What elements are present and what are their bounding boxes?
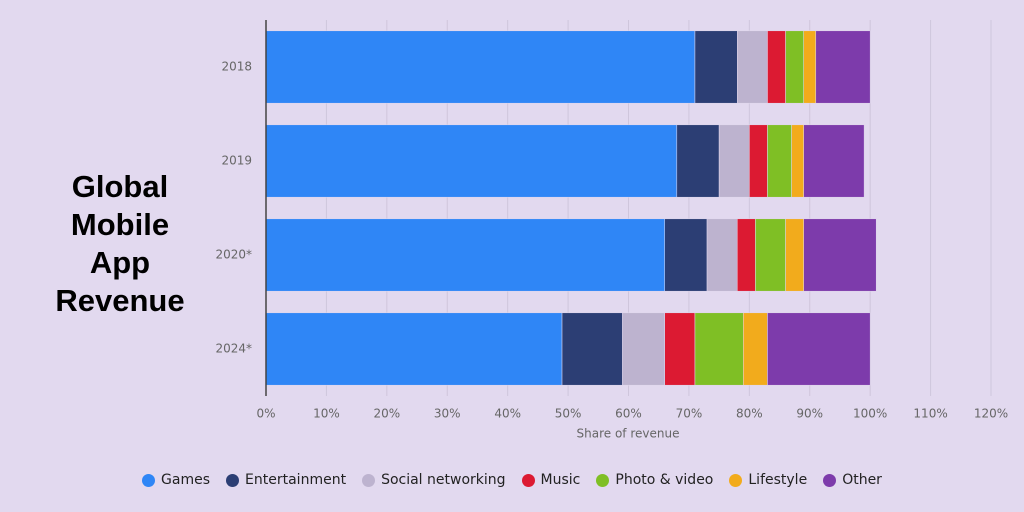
- x-tick-label: 60%: [615, 407, 642, 421]
- bar-segment: [737, 30, 768, 104]
- bar-segment: [767, 30, 786, 104]
- x-tick-label: 50%: [555, 407, 582, 421]
- legend-item[interactable]: Social networking: [362, 472, 506, 488]
- bar-segment: [265, 218, 665, 292]
- x-tick-label: 80%: [736, 407, 763, 421]
- legend-label: Music: [540, 472, 581, 488]
- legend-marker: [521, 473, 535, 487]
- legend-label: Lifestyle: [748, 472, 808, 488]
- bar-segment: [791, 124, 804, 198]
- legend-marker: [142, 473, 156, 487]
- x-tick-label: 0%: [256, 407, 275, 421]
- bar-segment: [622, 312, 665, 386]
- bar-segment: [749, 124, 768, 198]
- legend-item[interactable]: Games: [142, 472, 210, 488]
- bar-segment: [803, 124, 865, 198]
- y-tick-label: 2018: [221, 60, 252, 74]
- bar-segment: [664, 312, 696, 386]
- legend-label: Games: [161, 472, 211, 488]
- legend-marker: [729, 473, 743, 487]
- bar-segment: [743, 312, 768, 386]
- legend-item[interactable]: Music: [521, 472, 581, 488]
- bar-segment: [718, 124, 750, 198]
- bar-segment: [785, 30, 804, 104]
- legend-label: Photo & video: [615, 472, 714, 488]
- legend-label: Other: [842, 472, 882, 488]
- legend-item[interactable]: Entertainment: [226, 472, 346, 488]
- x-tick-label: 100%: [853, 407, 887, 421]
- bar-segment: [767, 312, 871, 386]
- x-tick-label: 20%: [373, 407, 400, 421]
- x-tick-label: 30%: [434, 407, 461, 421]
- bar-segment: [815, 30, 871, 104]
- legend-marker: [226, 473, 240, 487]
- legend-item[interactable]: Photo & video: [596, 472, 713, 488]
- x-tick-label: 90%: [796, 407, 823, 421]
- legend-item[interactable]: Lifestyle: [729, 472, 807, 488]
- x-tick-label: 110%: [913, 407, 947, 421]
- bar-segment: [767, 124, 792, 198]
- legend-label: Entertainment: [245, 472, 347, 488]
- bar-segment: [561, 312, 623, 386]
- bar-segment: [265, 30, 696, 104]
- x-tick-label: 10%: [313, 407, 340, 421]
- legend-item[interactable]: Other: [823, 472, 882, 488]
- chart-title: Global Mobile App Revenue: [55, 169, 185, 318]
- bar-segment: [803, 30, 817, 104]
- legend-marker: [823, 473, 837, 487]
- bar-segment: [737, 218, 756, 292]
- y-tick-label: 2020*: [215, 248, 252, 262]
- bar-segment: [785, 218, 804, 292]
- legend-label: Social networking: [381, 472, 506, 488]
- legend-marker: [362, 473, 376, 487]
- x-tick-label: 40%: [494, 407, 521, 421]
- bar-segment: [706, 218, 738, 292]
- bar-segment: [664, 218, 708, 292]
- bar-segment: [676, 124, 720, 198]
- x-tick-label: 70%: [676, 407, 703, 421]
- bar-segment: [755, 218, 786, 292]
- bar-segment: [803, 218, 877, 292]
- bar-segment: [694, 312, 744, 386]
- legend-marker: [596, 473, 610, 487]
- bar-segment: [265, 312, 563, 386]
- x-tick-label: 120%: [974, 407, 1008, 421]
- y-tick-label: 2024*: [215, 342, 252, 356]
- legend: Games Entertainment Social networking Music…: [0, 472, 1024, 488]
- bar-segment: [265, 124, 678, 198]
- bar-segment: [694, 30, 738, 104]
- y-tick-label: 2019: [221, 154, 252, 168]
- x-axis-label: Share of revenue: [577, 427, 680, 441]
